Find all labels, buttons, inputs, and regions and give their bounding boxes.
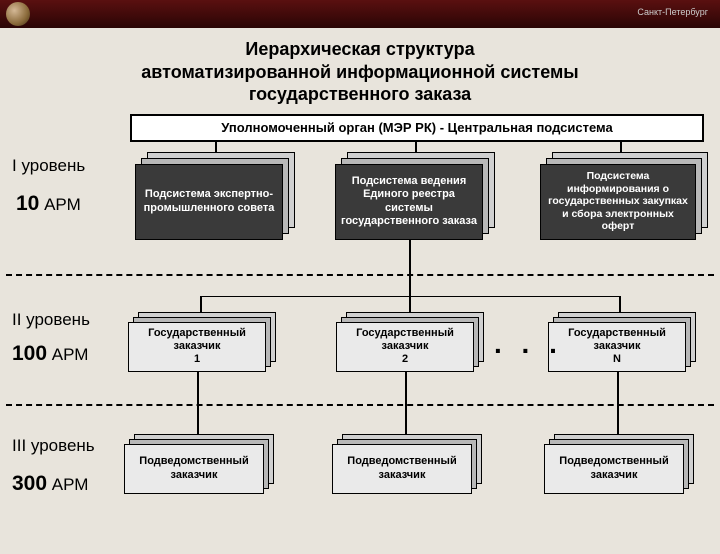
level-2-arm: 100 АРМ	[12, 342, 88, 366]
connector	[197, 372, 199, 434]
globe-icon	[6, 2, 30, 26]
subordinate-box-3: Подведомственный заказчик	[544, 434, 696, 496]
level-1-arm: 10 АРМ	[16, 192, 81, 216]
header-city: Санкт-Петербург	[637, 7, 708, 17]
level-2-label: II уровень	[12, 310, 90, 330]
title-line-2: автоматизированной информационной систем…	[30, 61, 690, 84]
connector	[619, 296, 621, 312]
connector	[409, 240, 411, 296]
customer-2-text: Государственный заказчик2	[341, 327, 469, 367]
title-line-3: государственного заказа	[30, 83, 690, 106]
ellipsis-icon: . . .	[494, 328, 563, 360]
subordinate-2-text: Подведомственный заказчик	[337, 455, 467, 481]
connector	[617, 372, 619, 434]
level-separator-1	[6, 274, 714, 276]
top-authority-box: Уполномоченный орган (МЭР РК) - Централь…	[130, 114, 704, 142]
page-title: Иерархическая структура автоматизированн…	[0, 28, 720, 114]
subsystem-3-text: Подсистема информирования о государствен…	[545, 170, 691, 233]
level-1-label: I уровень	[12, 156, 85, 176]
subordinate-3-text: Подведомственный заказчик	[549, 455, 679, 481]
connector	[215, 142, 217, 152]
level-separator-2	[6, 404, 714, 406]
customer-box-2: Государственный заказчик2	[336, 312, 486, 372]
subordinate-box-2: Подведомственный заказчик	[332, 434, 484, 496]
subordinate-1-text: Подведомственный заказчик	[129, 455, 259, 481]
subsystem-1-text: Подсистема экспертно-промышленного совет…	[140, 188, 278, 214]
customer-1-text: Государственный заказчик1	[133, 327, 261, 367]
subsystem-box-1: Подсистема экспертно-промышленного совет…	[135, 152, 295, 240]
level-3-arm: 300 АРМ	[12, 472, 88, 496]
customer-n-text: Государственный заказчикN	[553, 327, 681, 367]
level-3-label: III уровень	[12, 436, 95, 456]
customer-box-n: Государственный заказчикN	[548, 312, 698, 372]
customer-box-1: Государственный заказчик1	[128, 312, 278, 372]
connector	[620, 142, 622, 152]
header-bar: Санкт-Петербург	[0, 0, 720, 28]
subsystem-2-text: Подсистема ведения Единого реестра систе…	[340, 175, 478, 228]
connector	[409, 296, 411, 312]
diagram: Уполномоченный орган (МЭР РК) - Централь…	[0, 114, 720, 554]
connector	[415, 142, 417, 152]
connector	[405, 372, 407, 434]
connector	[200, 296, 202, 312]
subsystem-box-3: Подсистема информирования о государствен…	[540, 152, 708, 240]
title-line-1: Иерархическая структура	[30, 38, 690, 61]
subsystem-box-2: Подсистема ведения Единого реестра систе…	[335, 152, 495, 240]
subordinate-box-1: Подведомственный заказчик	[124, 434, 276, 496]
